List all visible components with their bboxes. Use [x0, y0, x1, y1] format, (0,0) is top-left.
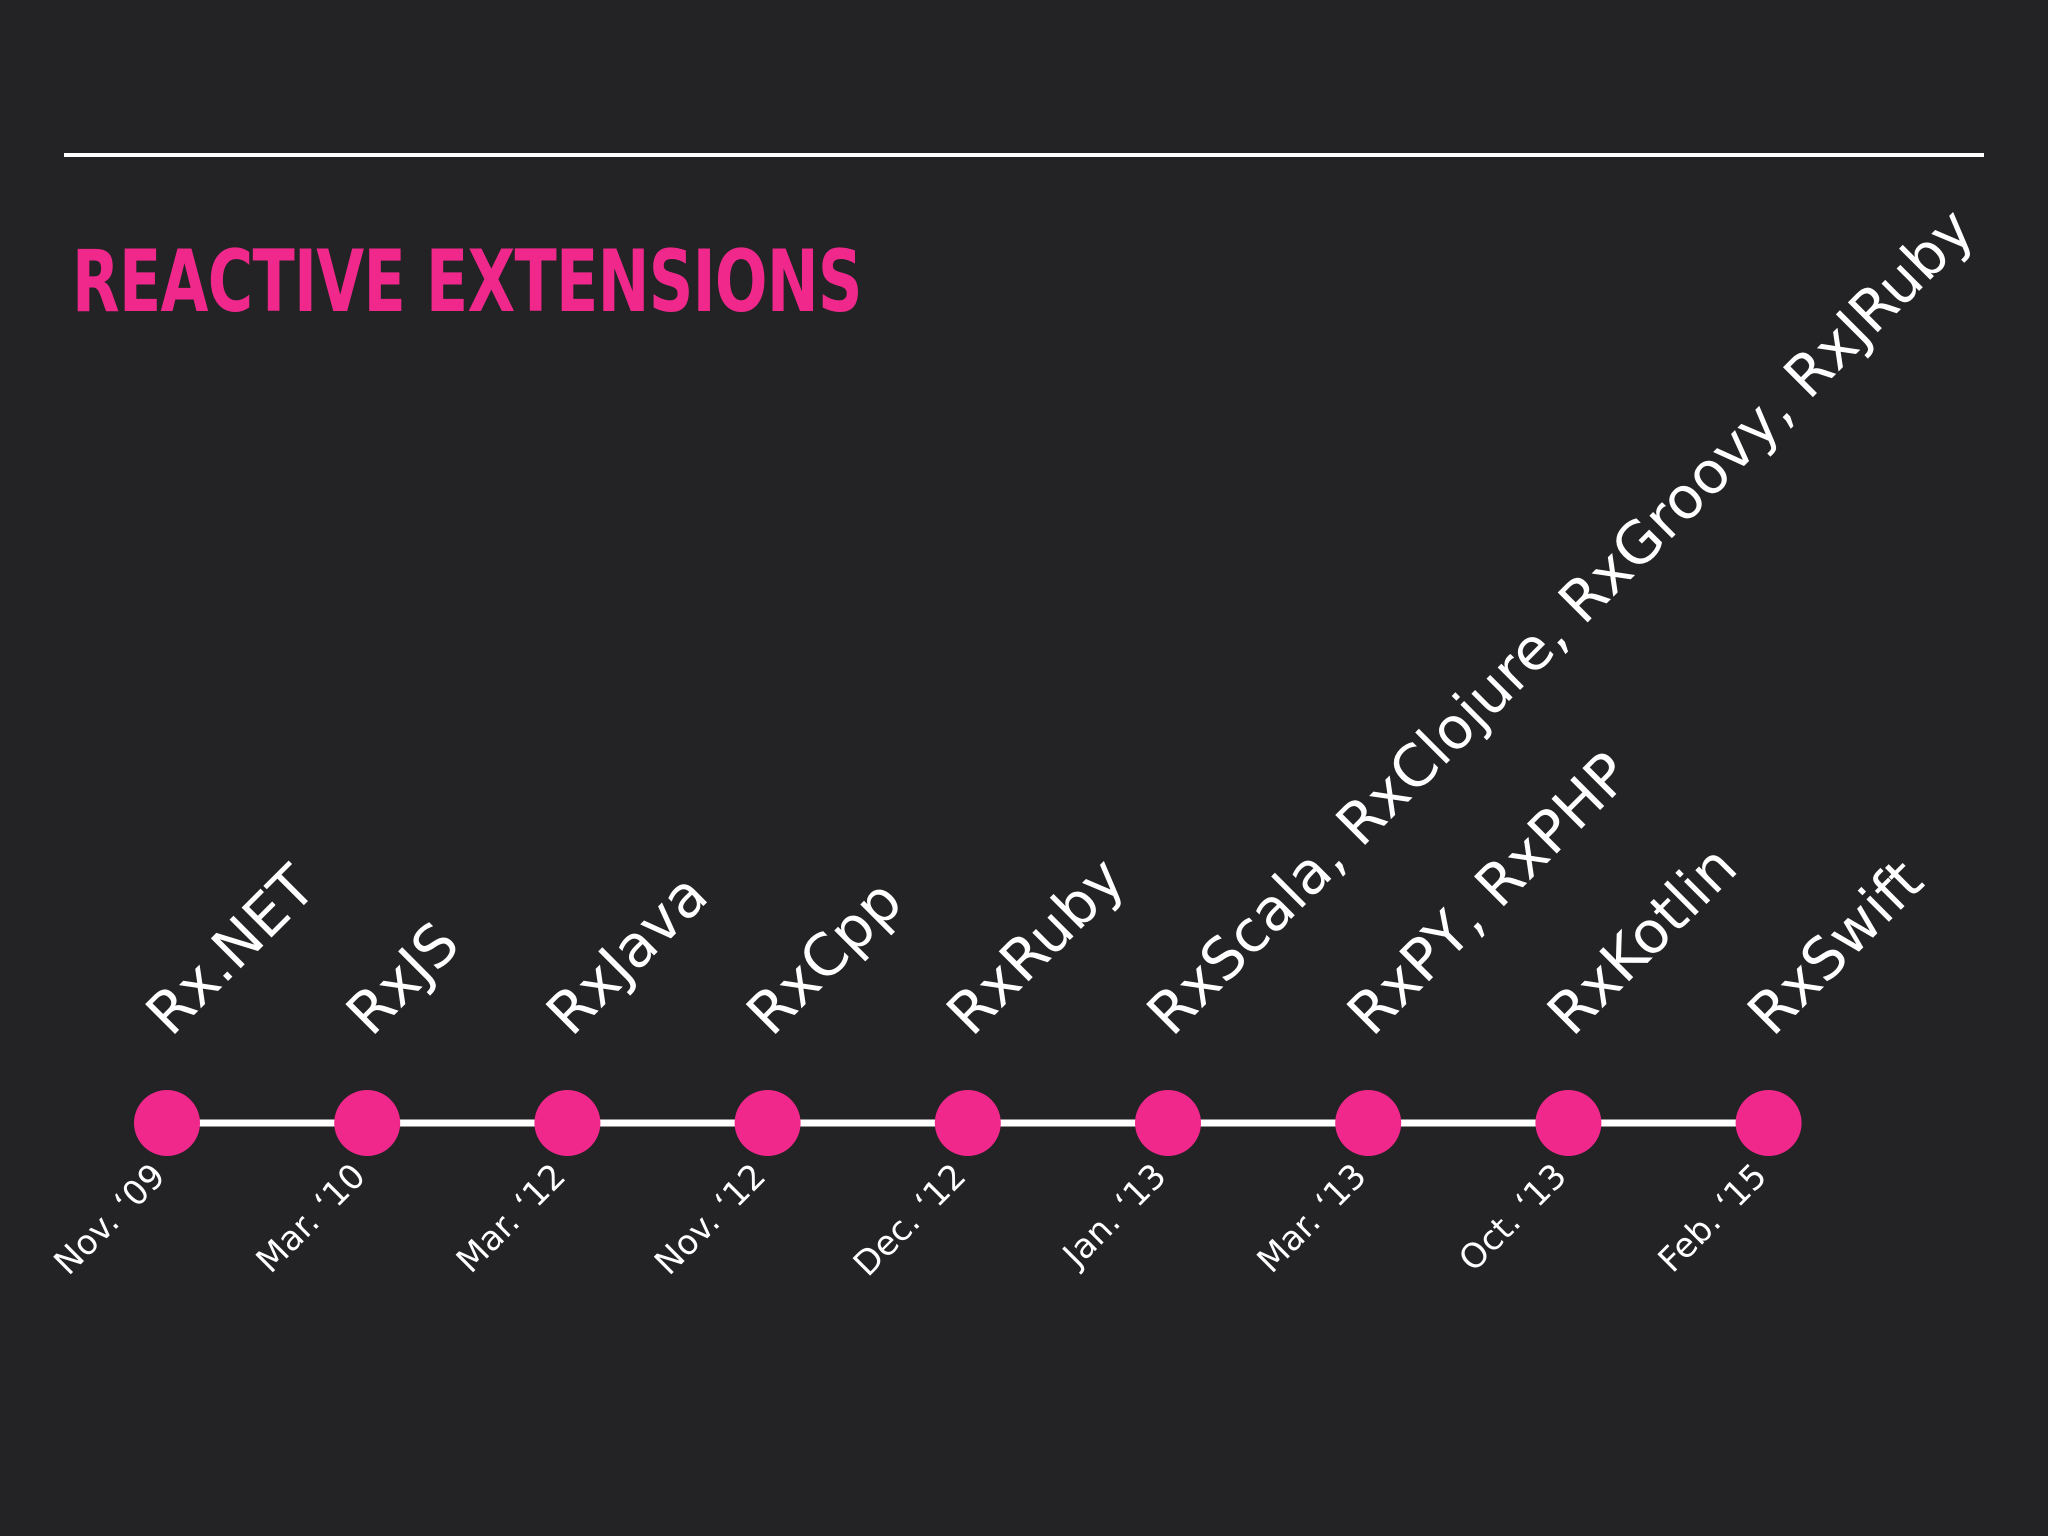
release-date: Mar. ‘10: [249, 1156, 374, 1281]
release-label: Rx.NET: [133, 852, 329, 1048]
release-date: Oct. ‘13: [1451, 1156, 1574, 1279]
timeline-dot: [934, 1090, 1001, 1156]
release-label: RxRuby: [934, 844, 1138, 1048]
timeline-dot: [534, 1090, 601, 1156]
release-label: RxCpp: [733, 866, 915, 1048]
release-label: RxKotlin: [1534, 832, 1750, 1048]
timeline-dot: [1735, 1090, 1802, 1156]
release-date: Mar. ‘13: [1250, 1156, 1375, 1281]
release-label: RxJS: [333, 909, 472, 1048]
release-label: RxJava: [533, 860, 720, 1047]
timeline-dates: Nov. ‘09 Mar. ‘10 Mar. ‘12 Nov. ‘12 Dec. ‘12…: [47, 1156, 1775, 1284]
release-date: Dec. ‘12: [846, 1156, 974, 1284]
timeline-dot: [334, 1090, 401, 1156]
release-label: RxSwift: [1734, 846, 1936, 1048]
release-date: Nov. ‘12: [647, 1156, 774, 1283]
release-date: Mar. ‘12: [449, 1156, 574, 1281]
timeline-dot: [134, 1090, 200, 1156]
release-date: Jan. ‘13: [1054, 1156, 1174, 1276]
timeline-dots: [134, 1090, 1802, 1156]
release-date: Feb. ‘15: [1651, 1156, 1775, 1280]
timeline-dot: [1135, 1090, 1201, 1156]
release-date: Nov. ‘09: [47, 1156, 174, 1283]
timeline-dot: [1535, 1090, 1602, 1156]
timeline-dot: [1335, 1090, 1402, 1156]
timeline-dot: [734, 1090, 801, 1156]
slide-title: REACTIVE EXTENSIONS: [72, 232, 863, 332]
top-divider: [64, 153, 1984, 157]
